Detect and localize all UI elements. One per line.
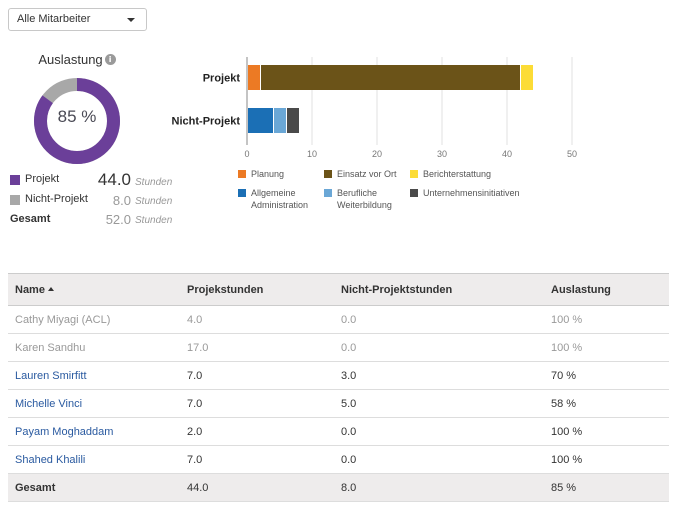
cell-nonproject-hours: 0.0 xyxy=(334,445,544,474)
cell-project-hours: 17.0 xyxy=(180,333,334,362)
nonproject-hours-value: 8.0 xyxy=(112,193,131,208)
legend-nonproject-label: Nicht-Projekt xyxy=(25,193,88,205)
cell-utilization: 70 % xyxy=(544,361,669,390)
hours-stacked-bar-chart: 0 10 20 30 40 50 Projekt Nicht-Projekt xyxy=(172,57,577,159)
column-header-name-label: Name xyxy=(15,283,45,296)
table-total-row: Gesamt 44.0 8.0 85 % xyxy=(8,473,669,502)
cell-utilization: 100 % xyxy=(544,417,669,446)
cell-project-hours: 7.0 xyxy=(180,389,334,418)
cell-name[interactable]: Shahed Khalili xyxy=(8,445,180,474)
bar-segment xyxy=(261,65,520,90)
legend-label: Planung xyxy=(251,169,285,179)
x-tick-label: 50 xyxy=(567,149,577,159)
cell-utilization: 58 % xyxy=(544,389,669,418)
utilization-title: Auslastung i xyxy=(0,52,154,67)
project-swatch xyxy=(10,175,20,185)
table-row[interactable]: Shahed Khalili 7.0 0.0 100 % xyxy=(8,445,669,474)
bar-segment xyxy=(521,65,533,90)
nonproject-hours-unit: Stunden xyxy=(135,196,173,207)
table-row[interactable]: Lauren Smirfitt 7.0 3.0 70 % xyxy=(8,361,669,390)
table-body: Cathy Miyagi (ACL) 4.0 0.0 100 % Karen Sandh… xyxy=(8,305,669,502)
nonproject-swatch xyxy=(10,195,20,205)
table-row[interactable]: Michelle Vinci 7.0 5.0 58 % xyxy=(8,389,669,418)
info-icon[interactable]: i xyxy=(104,54,116,65)
cell-project-hours: 7.0 xyxy=(180,361,334,390)
cell-utilization: 85 % xyxy=(544,473,669,502)
cell-nonproject-hours: 8.0 xyxy=(334,473,544,502)
donut-project-arc xyxy=(34,78,120,164)
x-tick-label: 40 xyxy=(502,149,512,159)
cell-project-hours: 4.0 xyxy=(180,305,334,334)
legend-label: Einsatz vor Ort xyxy=(337,169,397,179)
cell-utilization: 100 % xyxy=(544,305,669,334)
cell-nonproject-hours: 0.0 xyxy=(334,333,544,362)
cell-nonproject-hours: 0.0 xyxy=(334,305,544,334)
cell-nonproject-hours: 5.0 xyxy=(334,389,544,418)
cell-name: Gesamt xyxy=(8,473,180,502)
cell-project-hours: 2.0 xyxy=(180,417,334,446)
utilization-percent: 85 % xyxy=(57,107,97,126)
x-tick-label: 30 xyxy=(437,149,447,159)
cell-project-hours: 44.0 xyxy=(180,473,334,502)
legend-label: Allgemeine Administration xyxy=(251,188,309,210)
legend-swatch xyxy=(410,170,418,178)
table-row[interactable]: Karen Sandhu 17.0 0.0 100 % xyxy=(8,333,669,362)
legend-swatch xyxy=(410,189,418,197)
legend-total-label: Gesamt xyxy=(10,213,51,225)
cell-nonproject-hours: 3.0 xyxy=(334,361,544,390)
project-hours-value: 44.0 xyxy=(97,170,131,189)
employee-utilization-table: Name Projekstunden Nicht-Projektstunden … xyxy=(8,273,669,502)
bar-segment xyxy=(248,108,273,133)
legend-label: Berufliche Weiterbildung xyxy=(337,188,392,210)
total-hours-unit: Stunden xyxy=(135,215,173,226)
cell-name[interactable]: Lauren Smirfitt xyxy=(8,361,180,390)
column-header-utilization[interactable]: Auslastung xyxy=(544,273,669,306)
table-row[interactable]: Cathy Miyagi (ACL) 4.0 0.0 100 % xyxy=(8,305,669,334)
column-header-name[interactable]: Name xyxy=(8,273,180,306)
legend-swatch xyxy=(238,189,246,197)
x-tick-label: 10 xyxy=(307,149,317,159)
bar-segment xyxy=(274,108,286,133)
table-row[interactable]: Payam Moghaddam 2.0 0.0 100 % xyxy=(8,417,669,446)
project-hours-unit: Stunden xyxy=(135,177,173,188)
utilization-donut-chart xyxy=(34,78,120,164)
legend-swatch xyxy=(324,189,332,197)
category-label: Nicht-Projekt xyxy=(172,116,241,128)
legend-swatch xyxy=(324,170,332,178)
sort-ascending-icon xyxy=(47,286,54,291)
cell-project-hours: 7.0 xyxy=(180,445,334,474)
legend-project-label: Projekt xyxy=(25,173,60,185)
cell-name: Cathy Miyagi (ACL) xyxy=(8,305,180,334)
legend-label: Unternehmensinitiativen xyxy=(423,188,520,198)
utilization-title-text: Auslastung xyxy=(38,52,103,67)
cell-utilization: 100 % xyxy=(544,333,669,362)
bar-segment xyxy=(287,108,299,133)
category-label: Projekt xyxy=(203,73,241,85)
cell-name[interactable]: Payam Moghaddam xyxy=(8,417,180,446)
legend-label: Berichterstattung xyxy=(423,169,492,179)
bar-segment xyxy=(248,65,260,90)
cell-utilization: 100 % xyxy=(544,445,669,474)
total-hours-value: 52.0 xyxy=(105,212,131,227)
legend-swatch xyxy=(238,170,246,178)
x-tick-label: 20 xyxy=(372,149,382,159)
cell-nonproject-hours: 0.0 xyxy=(334,417,544,446)
x-tick-label: 0 xyxy=(244,149,249,159)
column-header-project-hours[interactable]: Projekstunden xyxy=(180,273,334,306)
cell-name: Karen Sandhu xyxy=(8,333,180,362)
employee-filter-dropdown[interactable]: Alle Mitarbeiter xyxy=(8,8,147,31)
column-header-nonproject-hours[interactable]: Nicht-Projektstunden xyxy=(334,273,544,306)
caret-down-icon xyxy=(127,18,135,22)
employee-filter-value: Alle Mitarbeiter xyxy=(17,13,91,25)
table-header-row: Name Projekstunden Nicht-Projektstunden … xyxy=(8,273,669,306)
cell-name[interactable]: Michelle Vinci xyxy=(8,389,180,418)
